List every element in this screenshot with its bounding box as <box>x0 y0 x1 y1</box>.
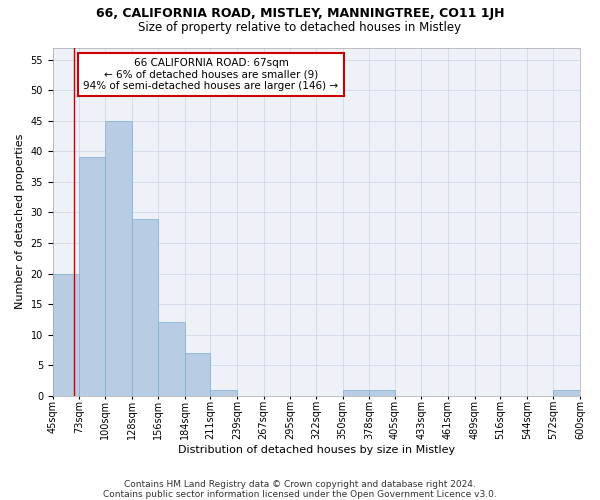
Bar <box>53 274 79 396</box>
X-axis label: Distribution of detached houses by size in Mistley: Distribution of detached houses by size … <box>178 445 455 455</box>
Bar <box>185 353 211 396</box>
Bar <box>369 390 395 396</box>
Bar <box>79 158 105 396</box>
Bar <box>105 121 131 396</box>
Text: Contains HM Land Registry data © Crown copyright and database right 2024.
Contai: Contains HM Land Registry data © Crown c… <box>103 480 497 499</box>
Text: Size of property relative to detached houses in Mistley: Size of property relative to detached ho… <box>139 21 461 34</box>
Bar <box>553 390 580 396</box>
Bar <box>211 390 237 396</box>
Bar <box>158 322 185 396</box>
Y-axis label: Number of detached properties: Number of detached properties <box>15 134 25 310</box>
Text: 66 CALIFORNIA ROAD: 67sqm
← 6% of detached houses are smaller (9)
94% of semi-de: 66 CALIFORNIA ROAD: 67sqm ← 6% of detach… <box>83 58 338 91</box>
Bar <box>343 390 369 396</box>
Bar <box>131 218 158 396</box>
Text: 66, CALIFORNIA ROAD, MISTLEY, MANNINGTREE, CO11 1JH: 66, CALIFORNIA ROAD, MISTLEY, MANNINGTRE… <box>96 8 504 20</box>
